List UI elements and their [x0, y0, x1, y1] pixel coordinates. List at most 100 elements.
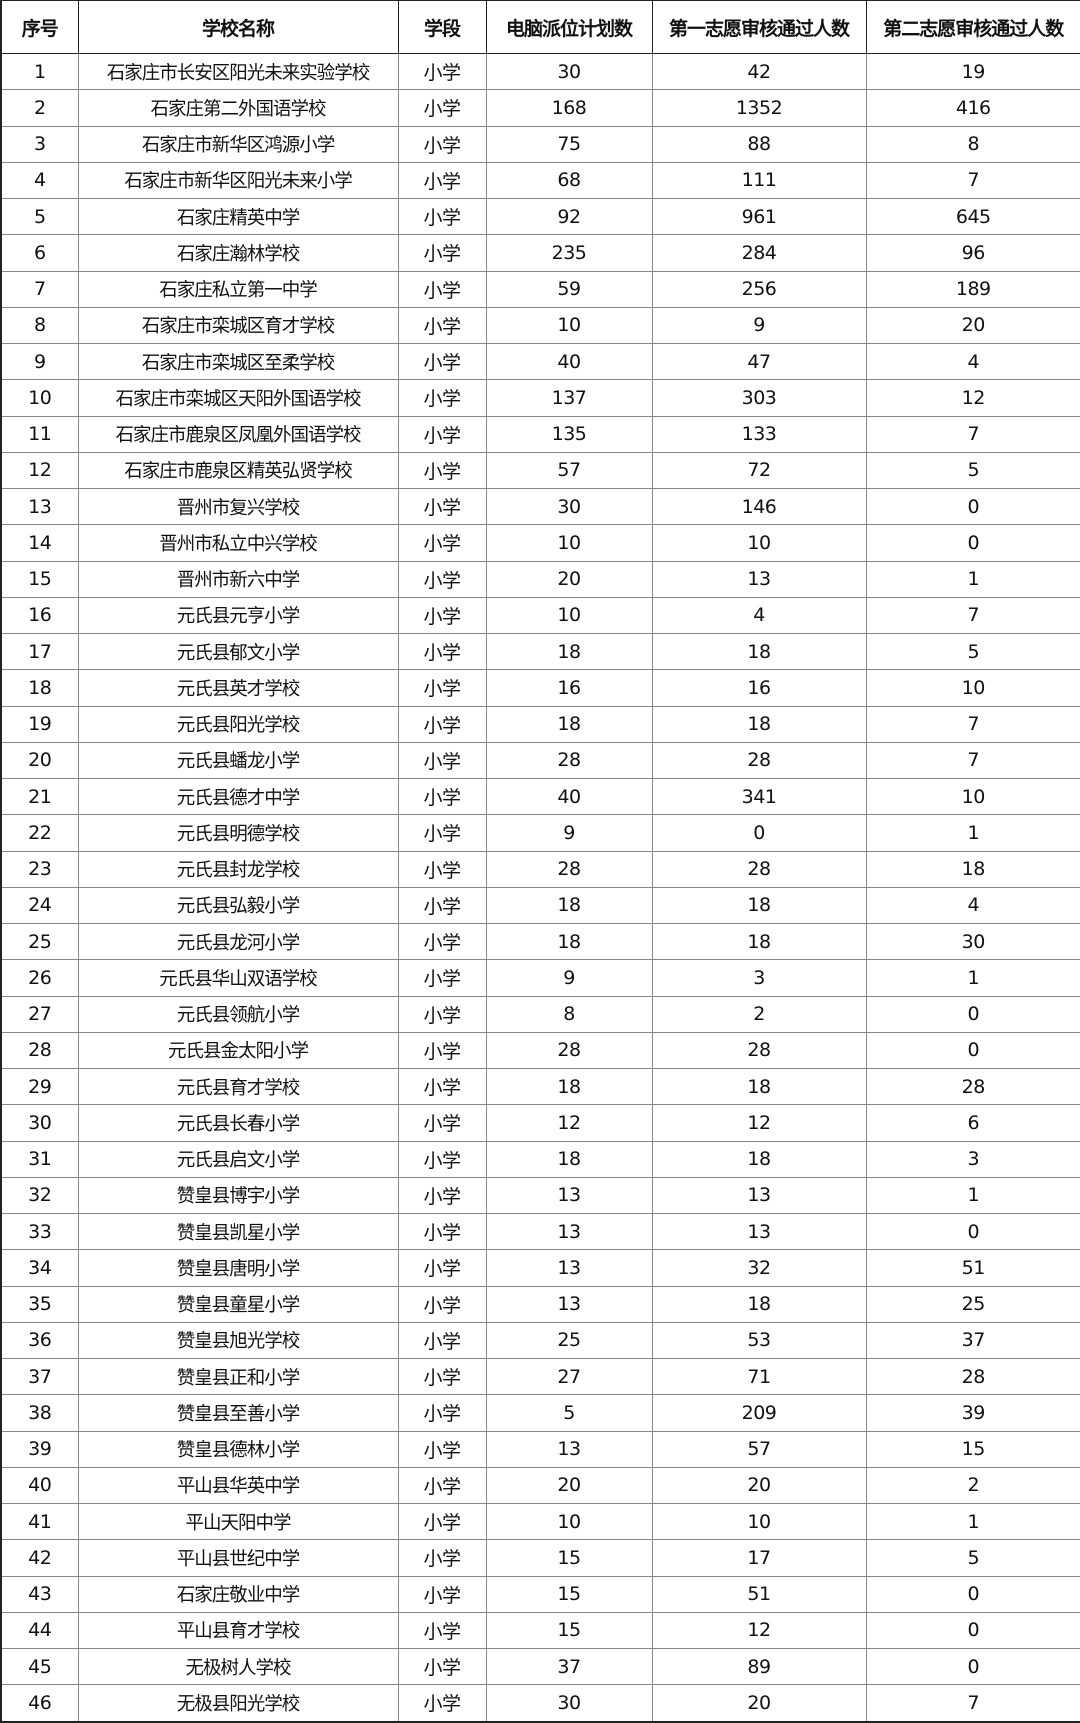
cell-plan-count: 68 [485, 161, 653, 200]
cell-school-name: 元氏县封龙学校 [77, 850, 399, 888]
cell-plan-count: 16 [485, 669, 653, 707]
cell-school-name: 石家庄市长安区阳光未来实验学校 [77, 52, 399, 91]
cell-index: 18 [0, 669, 79, 707]
table-row: 31 元氏县启文小学 小学 18 18 3 [0, 1140, 1080, 1178]
cell-first-choice: 20 [651, 1466, 867, 1505]
cell-school-name: 石家庄市新华区鸿源小学 [77, 125, 399, 163]
cell-second-choice: 39 [865, 1394, 1080, 1432]
cell-stage: 小学 [397, 922, 487, 961]
cell-first-choice: 18 [651, 922, 867, 961]
cell-plan-count: 12 [485, 1104, 653, 1142]
cell-school-name: 石家庄市栾城区至柔学校 [77, 342, 399, 381]
cell-index: 32 [0, 1176, 79, 1215]
cell-school-name: 赞皇县旭光学校 [77, 1321, 399, 1360]
cell-first-choice: 18 [651, 632, 867, 671]
cell-index: 7 [0, 270, 79, 308]
table-row: 40 平山县华英中学 小学 20 20 2 [0, 1466, 1080, 1505]
cell-plan-count: 59 [485, 270, 653, 308]
cell-second-choice: 1 [865, 959, 1080, 997]
cell-index: 2 [0, 89, 79, 127]
cell-second-choice: 0 [865, 524, 1080, 562]
cell-plan-count: 27 [485, 1357, 653, 1396]
cell-second-choice: 28 [865, 1357, 1080, 1396]
cell-plan-count: 28 [485, 850, 653, 888]
cell-school-name: 石家庄瀚林学校 [77, 234, 399, 272]
cell-index: 37 [0, 1357, 79, 1396]
table-row: 13 晋州市复兴学校 小学 30 146 0 [0, 487, 1080, 526]
cell-plan-count: 9 [485, 959, 653, 997]
cell-first-choice: 3 [651, 959, 867, 997]
cell-first-choice: 51 [651, 1575, 867, 1613]
cell-index: 36 [0, 1321, 79, 1360]
cell-plan-count: 18 [485, 705, 653, 743]
table-row: 26 元氏县华山双语学校 小学 9 3 1 [0, 959, 1080, 997]
cell-school-name: 石家庄精英中学 [77, 197, 399, 236]
cell-school-name: 元氏县启文小学 [77, 1140, 399, 1178]
cell-stage: 小学 [397, 705, 487, 743]
cell-stage: 小学 [397, 487, 487, 526]
table-row: 46 无极县阳光学校 小学 30 20 7 [0, 1684, 1080, 1723]
cell-stage: 小学 [397, 524, 487, 562]
cell-first-choice: 0 [651, 814, 867, 852]
cell-second-choice: 25 [865, 1285, 1080, 1323]
cell-plan-count: 235 [485, 234, 653, 272]
cell-school-name: 石家庄私立第一中学 [77, 270, 399, 308]
cell-stage: 小学 [397, 560, 487, 598]
cell-first-choice: 146 [651, 487, 867, 526]
cell-second-choice: 12 [865, 379, 1080, 417]
table-row: 32 赞皇县博宇小学 小学 13 13 1 [0, 1176, 1080, 1215]
cell-stage: 小学 [397, 415, 487, 453]
cell-school-name: 元氏县阳光学校 [77, 705, 399, 743]
cell-first-choice: 71 [651, 1357, 867, 1396]
cell-first-choice: 4 [651, 596, 867, 635]
cell-plan-count: 13 [485, 1176, 653, 1215]
cell-index: 23 [0, 850, 79, 888]
table-row: 44 平山县育才学校 小学 15 12 0 [0, 1611, 1080, 1650]
cell-first-choice: 13 [651, 1212, 867, 1251]
cell-school-name: 赞皇县博宇小学 [77, 1176, 399, 1215]
cell-first-choice: 13 [651, 560, 867, 598]
table-row: 24 元氏县弘毅小学 小学 18 18 4 [0, 886, 1080, 925]
table-row: 34 赞皇县唐明小学 小学 13 32 51 [0, 1249, 1080, 1287]
cell-plan-count: 30 [485, 487, 653, 526]
cell-stage: 小学 [397, 270, 487, 308]
cell-stage: 小学 [397, 1394, 487, 1432]
table-row: 20 元氏县蟠龙小学 小学 28 28 7 [0, 741, 1080, 780]
cell-index: 41 [0, 1502, 79, 1541]
table-row: 1 石家庄市长安区阳光未来实验学校 小学 30 42 19 [0, 52, 1080, 91]
cell-second-choice: 2 [865, 1466, 1080, 1505]
table-row: 14 晋州市私立中兴学校 小学 10 10 0 [0, 524, 1080, 562]
cell-plan-count: 28 [485, 1031, 653, 1070]
cell-plan-count: 28 [485, 741, 653, 780]
cell-plan-count: 18 [485, 922, 653, 961]
cell-first-choice: 9 [651, 306, 867, 345]
cell-second-choice: 1 [865, 814, 1080, 852]
cell-stage: 小学 [397, 306, 487, 345]
cell-plan-count: 40 [485, 777, 653, 816]
cell-stage: 小学 [397, 814, 487, 852]
cell-school-name: 晋州市新六中学 [77, 560, 399, 598]
cell-plan-count: 40 [485, 342, 653, 381]
table-row: 18 元氏县英才学校 小学 16 16 10 [0, 669, 1080, 707]
cell-plan-count: 10 [485, 1502, 653, 1541]
cell-second-choice: 51 [865, 1249, 1080, 1287]
cell-first-choice: 32 [651, 1249, 867, 1287]
cell-index: 14 [0, 524, 79, 562]
cell-stage: 小学 [397, 1611, 487, 1650]
cell-index: 17 [0, 632, 79, 671]
cell-school-name: 晋州市私立中兴学校 [77, 524, 399, 562]
cell-school-name: 元氏县华山双语学校 [77, 959, 399, 997]
table-row: 21 元氏县德才中学 小学 40 341 10 [0, 777, 1080, 816]
cell-second-choice: 19 [865, 52, 1080, 91]
cell-school-name: 元氏县元亨小学 [77, 596, 399, 635]
cell-first-choice: 1352 [651, 89, 867, 127]
cell-index: 40 [0, 1466, 79, 1505]
table-row: 41 平山天阳中学 小学 10 10 1 [0, 1502, 1080, 1541]
cell-index: 44 [0, 1611, 79, 1650]
cell-stage: 小学 [397, 197, 487, 236]
header-index: 序号 [0, 0, 79, 54]
cell-stage: 小学 [397, 850, 487, 888]
cell-first-choice: 16 [651, 669, 867, 707]
cell-school-name: 赞皇县德林小学 [77, 1430, 399, 1468]
cell-school-name: 元氏县金太阳小学 [77, 1031, 399, 1070]
